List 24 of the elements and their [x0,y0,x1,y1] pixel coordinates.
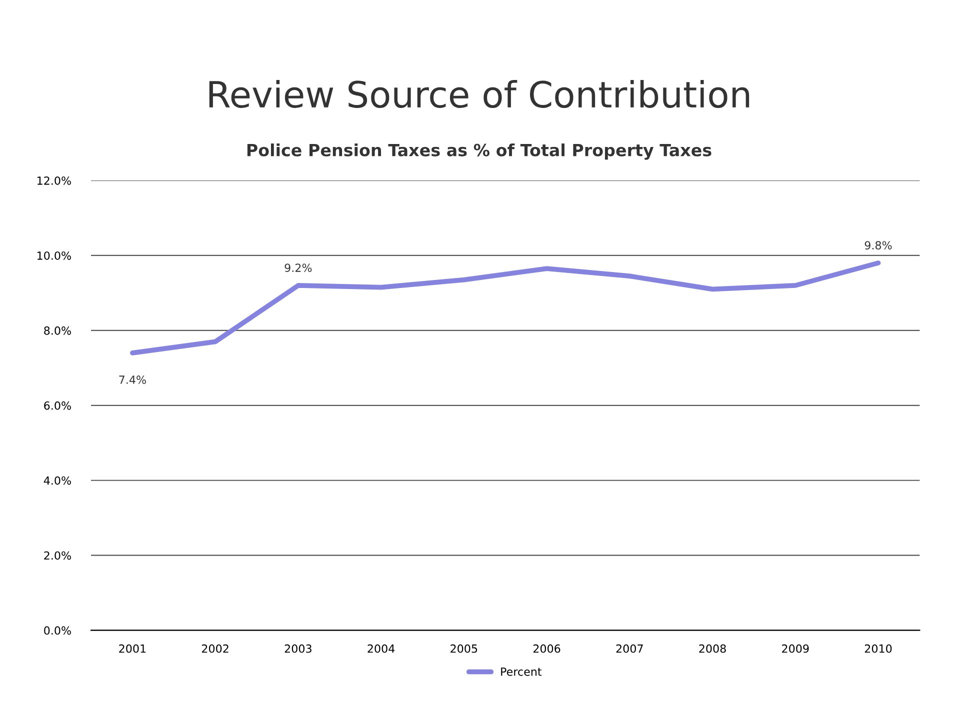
y-tick-label: 6.0% [44,401,71,410]
x-tick-label: 2007 [616,644,643,653]
x-tick-label: 2010 [864,644,892,653]
chart-subtitle: Police Pension Taxes as % of Total Property Taxes [247,143,712,160]
data-label: 7.4% [119,376,146,384]
y-tick-label: 2.0% [44,551,71,560]
data-label: 9.2% [284,264,312,272]
y-tick-label: 4.0% [44,476,71,485]
chart-title: Review Source of Contribution [209,80,750,108]
legend-label: Percent [501,668,542,676]
x-tick-label: 2003 [284,644,312,653]
y-tick-label: 10.0% [37,251,71,260]
data-label: 9.8% [864,241,892,250]
line-series [130,260,881,356]
x-tick-label: 2005 [450,644,478,653]
x-tick-label: 2001 [119,644,146,653]
y-tick-label: 8.0% [44,326,71,335]
x-tick-label: 2008 [699,644,726,653]
x-tick-label: 2004 [368,644,395,653]
y-tick-label: 0.0% [44,626,71,635]
y-tick-label: 12.0% [37,176,71,185]
x-tick-label: 2002 [202,644,228,653]
x-tick-label: 2009 [782,644,809,653]
x-tick-label: 2006 [533,644,560,653]
